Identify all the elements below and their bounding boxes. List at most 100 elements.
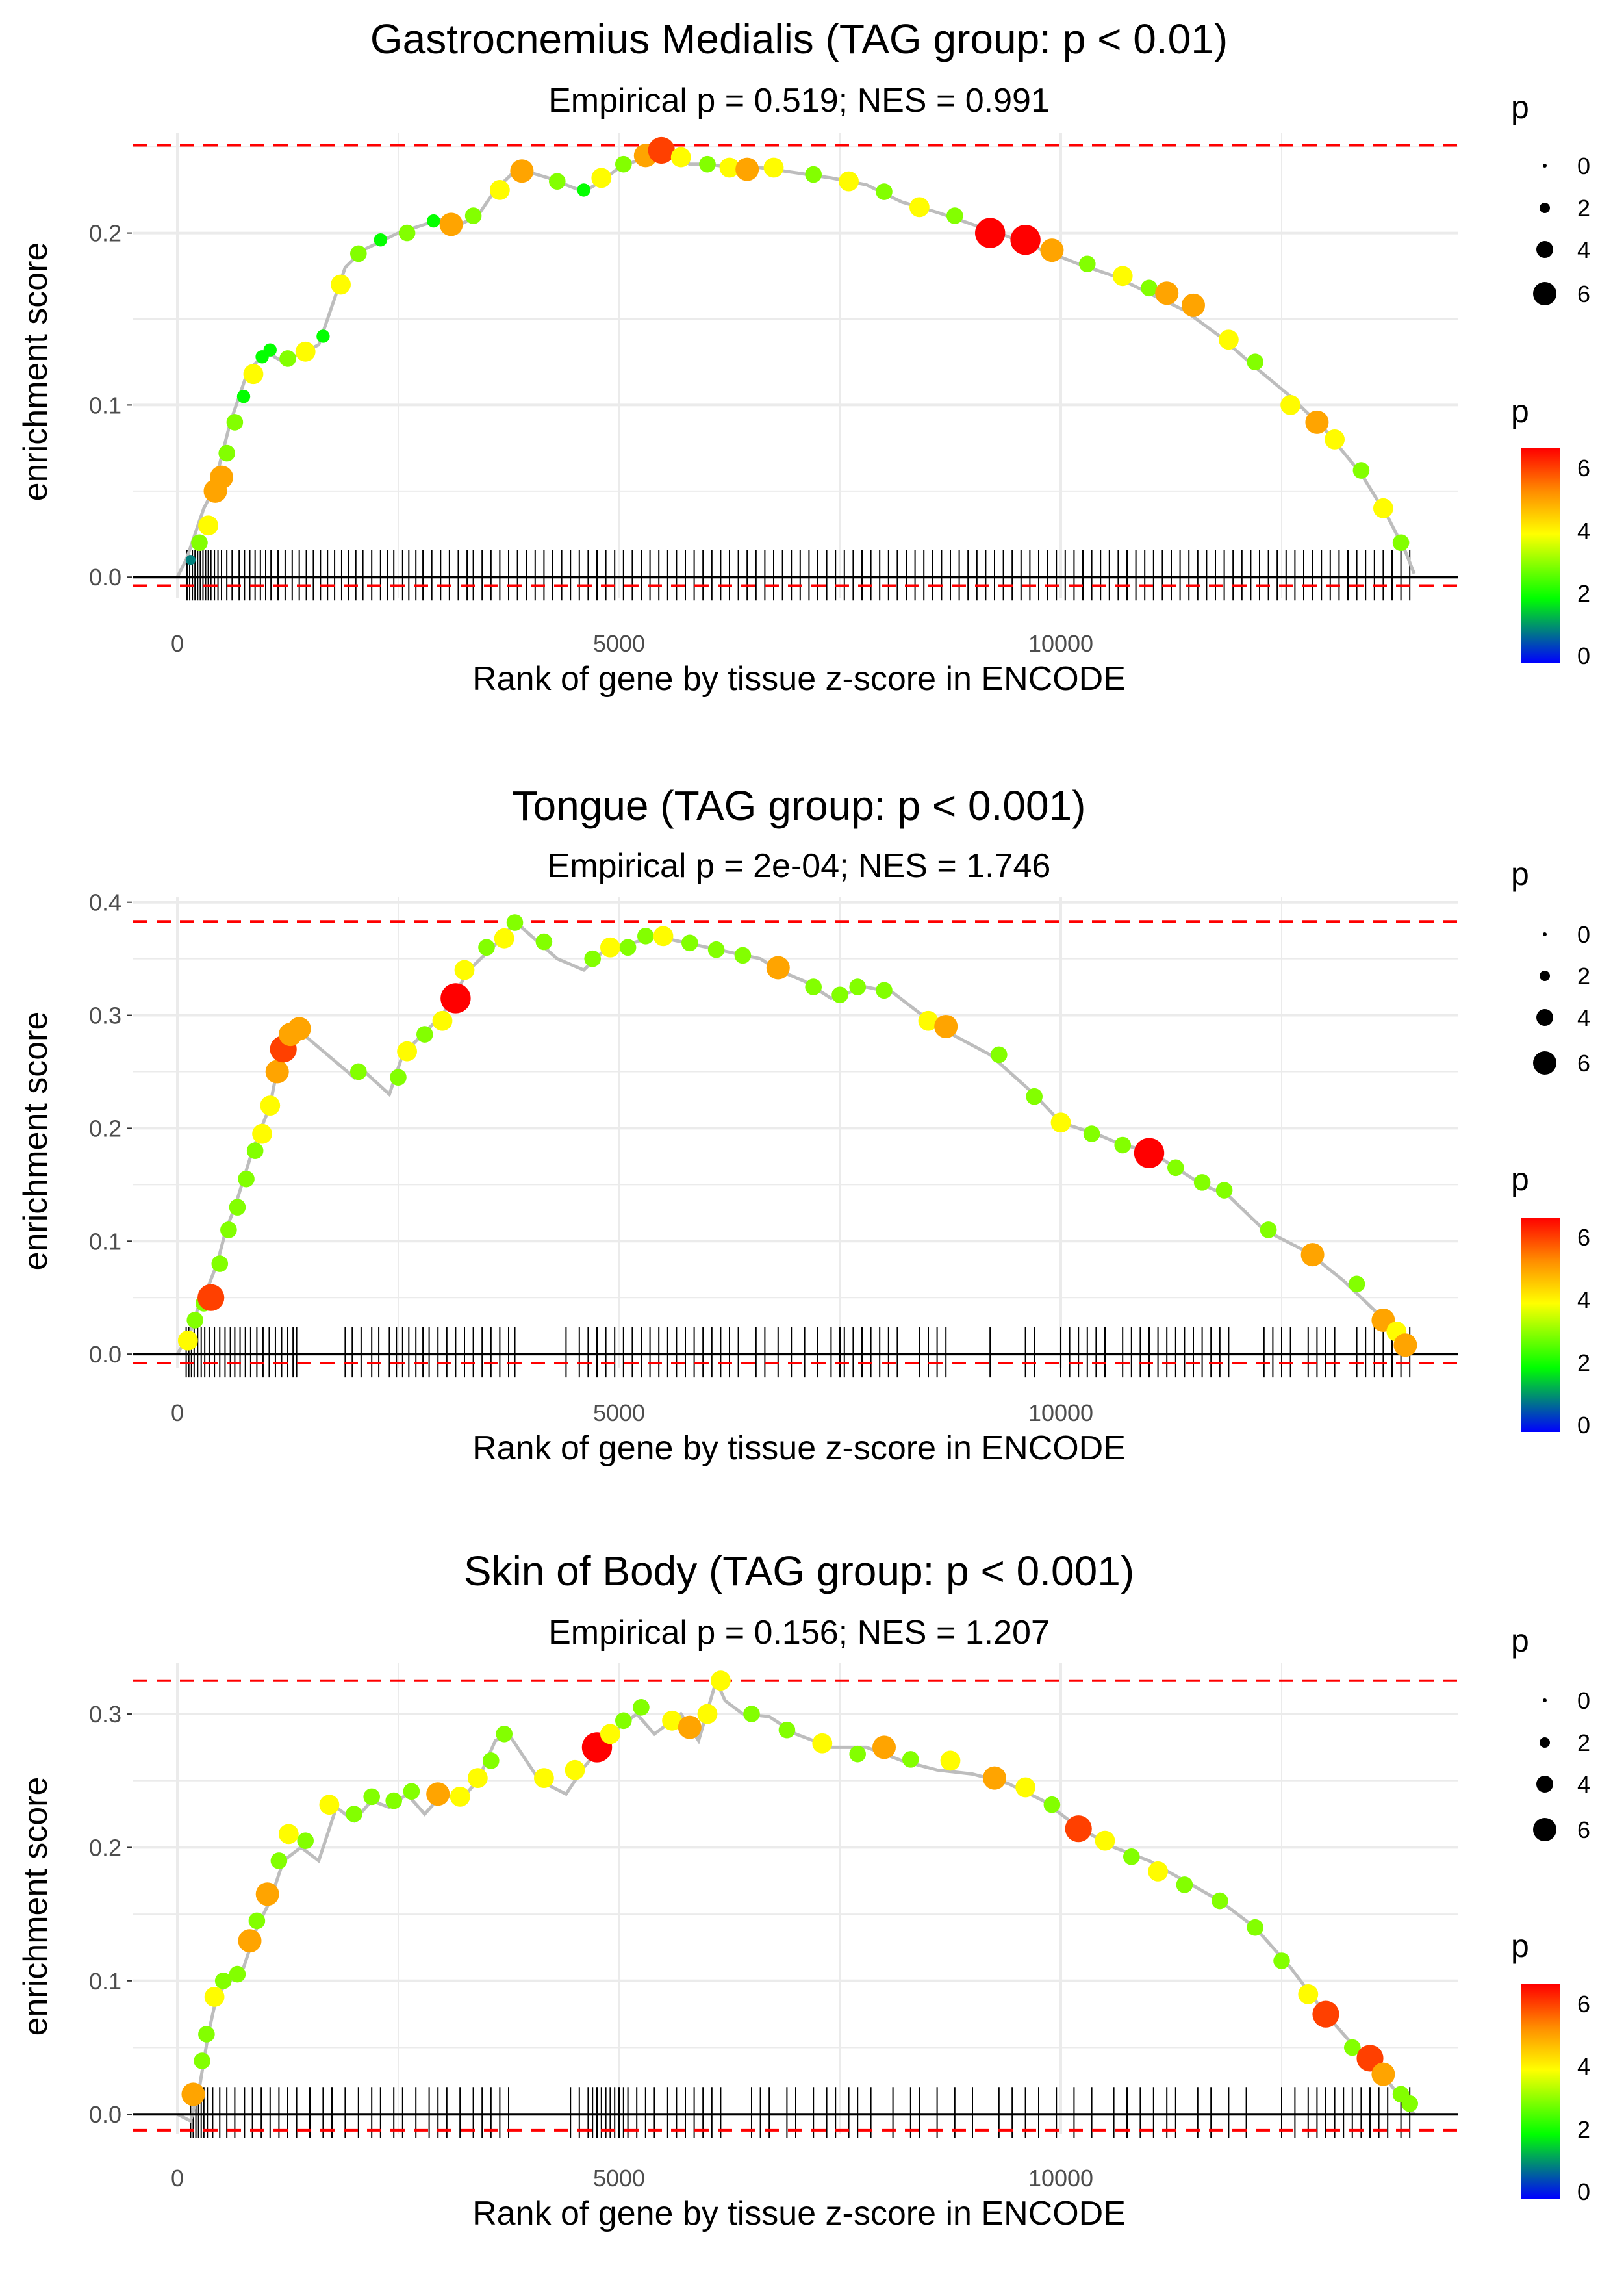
panel-3-color-legend-title: p xyxy=(1511,1928,1529,1964)
gene-point xyxy=(1212,1892,1228,1910)
gene-point xyxy=(483,1752,500,1769)
panel-2-color-legend-label-2: 2 xyxy=(1577,1349,1590,1376)
y-tick-label: 0.4 xyxy=(89,889,121,916)
panel-1-size-legend-label-0: 0 xyxy=(1577,153,1590,179)
gene-point xyxy=(248,1912,266,1930)
panel-1-size-legend-key-0 xyxy=(1543,164,1547,168)
gene-point xyxy=(991,1046,1008,1064)
panel-1-x-axis-title: Rank of gene by tissue z-score in ENCODE xyxy=(472,660,1126,698)
gene-point xyxy=(246,1142,264,1159)
gene-point xyxy=(565,1759,585,1780)
y-tick-label: 0.0 xyxy=(89,1341,121,1368)
panel-2-color-legend-label-0: 0 xyxy=(1577,1412,1590,1438)
gene-point xyxy=(670,147,691,168)
gene-point xyxy=(279,350,296,367)
gene-point xyxy=(1155,281,1179,305)
y-tick-label: 0.3 xyxy=(89,1003,121,1029)
y-tick-label: 0.0 xyxy=(89,564,121,591)
gene-point xyxy=(331,274,351,295)
y-tick-label: 0.0 xyxy=(89,2101,121,2128)
gene-point xyxy=(711,1670,731,1691)
panel-3-size-legend-key-1 xyxy=(1540,1737,1550,1748)
gene-point xyxy=(1193,1174,1211,1191)
gene-point xyxy=(1114,1136,1131,1154)
gene-point xyxy=(719,157,740,178)
gene-point xyxy=(1305,410,1329,434)
panel-2-color-legend: p 6 4 2 0 xyxy=(1511,1161,1590,1438)
y-tick-label: 0.1 xyxy=(89,1228,121,1255)
gene-point xyxy=(403,1783,420,1800)
gene-point xyxy=(805,978,822,995)
gene-point xyxy=(1134,1138,1165,1168)
panel-2-size-legend: p 0 2 4 6 xyxy=(1511,856,1590,1077)
gene-point xyxy=(584,950,601,967)
gene-point xyxy=(226,414,244,431)
y-tick-label: 0.1 xyxy=(89,392,121,418)
panel-2-size-legend-key-0 xyxy=(1543,932,1547,936)
gene-point xyxy=(876,183,893,200)
gene-point xyxy=(1065,1815,1092,1843)
gene-point xyxy=(1348,1275,1365,1293)
gene-point xyxy=(1182,293,1205,317)
gene-point xyxy=(615,155,632,173)
gene-point xyxy=(707,941,725,958)
panel-2-title: Tongue (TAG group: p < 0.001) xyxy=(513,782,1086,829)
panel-3-size-legend-label-0: 0 xyxy=(1577,1687,1590,1714)
gene-point xyxy=(398,224,416,242)
gene-point xyxy=(743,1706,760,1722)
gene-point xyxy=(363,1788,380,1806)
gene-point xyxy=(464,207,482,224)
panel-2-size-legend-title: p xyxy=(1511,856,1529,892)
gene-point xyxy=(678,1715,702,1739)
gene-point xyxy=(416,1026,433,1043)
gene-point xyxy=(766,956,790,980)
panel-1-colorbar xyxy=(1521,448,1560,663)
x-tick-label: 10000 xyxy=(1028,630,1093,657)
gene-point xyxy=(1352,462,1370,479)
panel-1-size-legend-key-2 xyxy=(1536,241,1553,258)
panel-2-y-axis-title: enrichment score xyxy=(17,1012,55,1271)
gene-point xyxy=(1260,1221,1277,1238)
gene-point xyxy=(229,1965,246,1983)
gene-point xyxy=(600,1724,620,1744)
gene-point xyxy=(1300,1243,1325,1267)
x-tick-label: 5000 xyxy=(593,1399,645,1426)
y-tick-label: 0.3 xyxy=(89,1701,121,1728)
panel-1-size-legend-title: p xyxy=(1511,89,1529,125)
gene-point xyxy=(734,947,752,964)
panel-3-x-axis-title: Rank of gene by tissue z-score in ENCODE xyxy=(472,2195,1126,2232)
panel-2-subtitle: Empirical p = 2e-04; NES = 1.746 xyxy=(548,847,1051,885)
gene-point xyxy=(940,1750,961,1771)
panel-1-size-legend-label-1: 2 xyxy=(1577,195,1590,222)
gene-point xyxy=(263,343,277,357)
panel-1-size-legend-label-2: 4 xyxy=(1577,236,1590,263)
gene-point xyxy=(1344,2039,1361,2056)
gene-point xyxy=(385,1792,402,1809)
gene-point xyxy=(1312,2000,1339,2028)
panel-2-plot-area: 0 5000 10000 0.0 0.1 0.2 0.3 0.4 xyxy=(89,889,1458,1426)
panel-3-subtitle: Empirical p = 0.156; NES = 1.207 xyxy=(548,1614,1050,1652)
gene-point xyxy=(397,1041,417,1062)
gene-point xyxy=(439,212,463,236)
x-tick-label: 0 xyxy=(171,1399,184,1426)
gene-point xyxy=(1393,1333,1417,1357)
gene-point xyxy=(496,1726,513,1743)
gene-point xyxy=(1123,1848,1140,1865)
gene-point xyxy=(1373,498,1393,518)
panel-1-title: Gastrocnemius Medialis (TAG group: p < 0… xyxy=(370,16,1228,62)
gene-point xyxy=(204,1987,225,2007)
y-tick-label: 0.2 xyxy=(89,1834,121,1861)
gene-point xyxy=(619,939,637,956)
x-tick-label: 0 xyxy=(171,630,184,657)
panel-2-colorbar xyxy=(1521,1218,1560,1432)
enrichment-curve xyxy=(175,919,1415,1355)
gene-point xyxy=(946,207,963,224)
gene-point xyxy=(1247,353,1263,371)
enrichment-curve xyxy=(175,148,1416,578)
gene-point xyxy=(191,534,208,552)
panel-2-size-legend-label-3: 6 xyxy=(1577,1050,1590,1077)
gene-point xyxy=(535,933,553,951)
gene-point xyxy=(633,1698,650,1716)
gene-point xyxy=(1273,1952,1290,1969)
panel-3-colorbar xyxy=(1521,1984,1560,2199)
